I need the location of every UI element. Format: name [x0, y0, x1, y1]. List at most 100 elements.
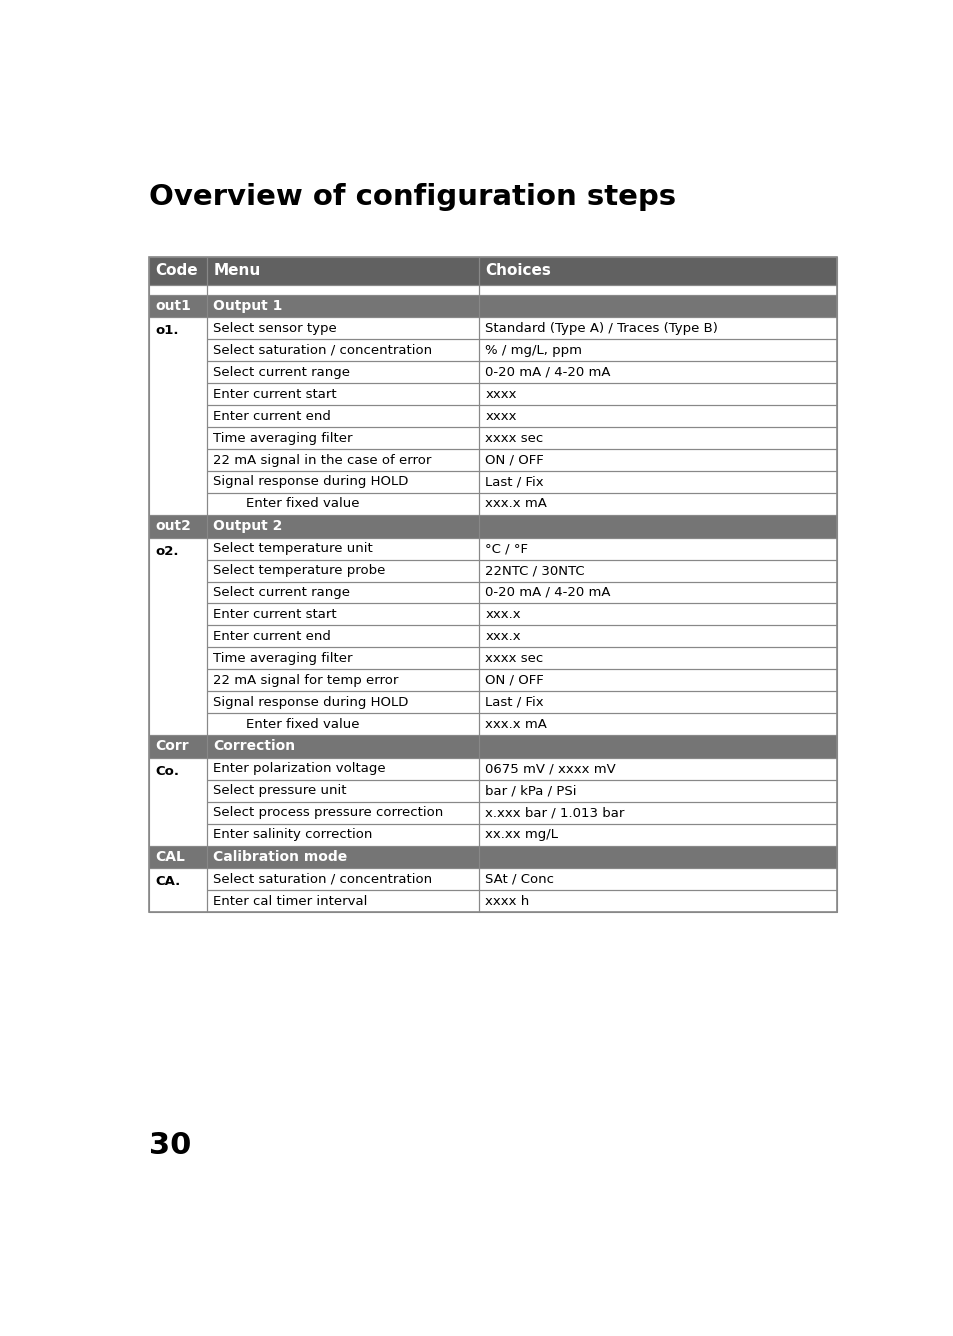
Bar [478, 295, 836, 318]
Bar [207, 581, 478, 604]
Text: 22NTC / 30NTC: 22NTC / 30NTC [485, 564, 584, 577]
Bar [478, 449, 836, 472]
Bar [207, 537, 478, 560]
Text: 30: 30 [149, 1130, 191, 1160]
Bar [478, 846, 836, 868]
Bar [149, 285, 836, 295]
Bar [478, 824, 836, 846]
Text: xxx.x: xxx.x [485, 629, 520, 643]
Bar [207, 758, 478, 780]
Text: CAL: CAL [154, 850, 185, 864]
Bar [478, 890, 836, 912]
Text: Select temperature probe: Select temperature probe [213, 564, 385, 577]
Bar [478, 691, 836, 713]
Bar [207, 625, 478, 648]
Text: Menu: Menu [213, 263, 260, 278]
Bar [478, 472, 836, 493]
Text: xxx.x: xxx.x [485, 608, 520, 621]
Bar [149, 537, 207, 735]
Bar [478, 780, 836, 802]
Bar [207, 285, 478, 295]
Bar [478, 361, 836, 383]
Bar [478, 361, 836, 383]
Bar [478, 514, 836, 537]
Bar [207, 802, 478, 824]
Bar [207, 405, 478, 428]
Bar [478, 339, 836, 361]
Bar [478, 669, 836, 691]
Bar [149, 537, 207, 735]
Bar [207, 318, 478, 339]
Text: Output 2: Output 2 [213, 520, 282, 533]
Bar [478, 581, 836, 604]
Text: o1.: o1. [154, 325, 178, 337]
Bar [478, 295, 836, 318]
Bar [207, 669, 478, 691]
Text: 0-20 mA / 4-20 mA: 0-20 mA / 4-20 mA [485, 366, 610, 379]
Bar [207, 318, 478, 339]
Text: ON / OFF: ON / OFF [485, 453, 543, 466]
Bar [149, 758, 207, 846]
Bar [149, 846, 207, 868]
Bar [149, 257, 207, 285]
Bar [478, 318, 836, 339]
Bar [149, 295, 207, 318]
Bar [478, 890, 836, 912]
Bar [207, 560, 478, 581]
Text: out2: out2 [154, 520, 191, 533]
Bar [149, 257, 836, 912]
Bar [478, 257, 836, 285]
Bar [149, 735, 207, 758]
Bar [207, 868, 478, 890]
Bar [478, 493, 836, 514]
Bar [149, 868, 207, 912]
Bar [207, 735, 478, 758]
Bar [149, 514, 207, 537]
Bar [207, 780, 478, 802]
Bar [207, 735, 478, 758]
Text: out1: out1 [154, 299, 191, 313]
Text: CA.: CA. [154, 875, 180, 888]
Bar [149, 758, 207, 846]
Bar [478, 625, 836, 648]
Bar [478, 824, 836, 846]
Bar [207, 361, 478, 383]
Bar [478, 780, 836, 802]
Text: °C / °F: °C / °F [485, 542, 528, 554]
Bar [207, 514, 478, 537]
Bar [149, 257, 207, 285]
Text: Correction: Correction [213, 740, 295, 754]
Bar [207, 257, 478, 285]
Text: Overview of configuration steps: Overview of configuration steps [149, 183, 675, 211]
Bar [149, 514, 207, 537]
Bar [207, 890, 478, 912]
Text: Enter salinity correction: Enter salinity correction [213, 828, 373, 842]
Bar [478, 472, 836, 493]
Bar [207, 604, 478, 625]
Bar [478, 405, 836, 428]
Bar [207, 383, 478, 405]
Bar [149, 868, 207, 912]
Bar [149, 295, 207, 318]
Bar [478, 449, 836, 472]
Bar [207, 449, 478, 472]
Bar [207, 691, 478, 713]
Bar [478, 648, 836, 669]
Text: x.xxx bar / 1.013 bar: x.xxx bar / 1.013 bar [485, 806, 624, 819]
Text: xxxx sec: xxxx sec [485, 432, 543, 445]
Text: Signal response during HOLD: Signal response during HOLD [213, 696, 408, 708]
Text: Select saturation / concentration: Select saturation / concentration [213, 872, 432, 886]
Bar [207, 802, 478, 824]
Bar [207, 493, 478, 514]
Bar [478, 537, 836, 560]
Bar [478, 648, 836, 669]
Text: Select saturation / concentration: Select saturation / concentration [213, 343, 432, 357]
Bar [207, 428, 478, 449]
Bar [207, 537, 478, 560]
Text: bar / kPa / PSi: bar / kPa / PSi [485, 784, 577, 798]
Bar [478, 339, 836, 361]
Bar [478, 493, 836, 514]
Bar [149, 318, 207, 514]
Bar [478, 669, 836, 691]
Text: Enter fixed value: Enter fixed value [246, 717, 359, 731]
